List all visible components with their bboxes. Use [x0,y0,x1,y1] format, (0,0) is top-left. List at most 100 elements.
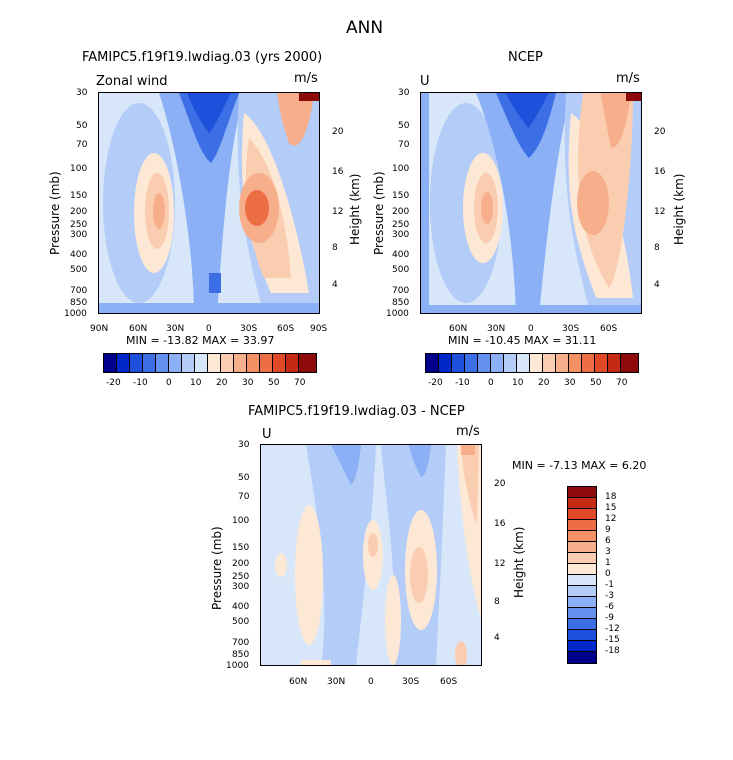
cb-top-cell [607,353,621,373]
p1-ptick: 30 [76,88,88,98]
cb3-label: -15 [605,635,620,645]
cb-top-cell [477,353,491,373]
panel-obs-stats: MIN = -10.45 MAX = 31.11 [448,334,597,347]
panel-model-stats: MIN = -13.82 MAX = 33.97 [126,334,275,347]
panel-obs-contours [421,93,641,313]
cb3-label: 18 [605,492,617,502]
p3-ptick: 50 [238,473,250,483]
cb1-label: 70 [294,378,306,388]
p1-ptick: 850 [70,298,88,308]
cb-top-cell [298,353,317,373]
p2-ptick: 250 [392,220,410,230]
p3-htick: 16 [494,519,506,529]
panel-diff-var-label: U [262,427,272,442]
p2-lattick: 30N [487,324,506,334]
cb-top-cell [155,353,169,373]
panel-model-title: FAMIPC5.f19f19.lwdiag.03 (yrs 2000) [82,50,323,65]
p2-htick: 16 [654,167,666,177]
p2-lattick: 0 [528,324,534,334]
cb2-label: 0 [488,378,494,388]
panel-model-contours [99,93,319,313]
p1-ptick: 700 [70,286,88,296]
p2-ptick: 150 [392,191,410,201]
p3-ptick: 30 [238,440,250,450]
cb-top-cell [555,353,569,373]
cb-top-cell [129,353,143,373]
p1-lattick: 90S [310,324,328,334]
p3-lattick: 30S [402,677,420,687]
cb3-label: 6 [605,536,611,546]
cb2-label: -10 [455,378,470,388]
panel-diff-stats: MIN = -7.13 MAX = 6.20 [512,459,647,472]
cb-top-cell [259,353,273,373]
cb-top-cell [207,353,221,373]
cb1-label: 20 [216,378,228,388]
panel-diff-title: FAMIPC5.f19f19.lwdiag.03 - NCEP [248,404,465,419]
p3-lattick: 0 [368,677,374,687]
p1-ptick: 1000 [64,309,87,319]
panel-model-units: m/s [294,71,318,86]
p2-ptick: 400 [392,250,410,260]
panel-obs-ylabel: Pressure (mb) [372,171,386,255]
cb-top-cell [142,353,156,373]
cb-top-cell [594,353,608,373]
p3-ptick: 400 [232,602,250,612]
cb2-label: 70 [616,378,628,388]
p1-lattick: 90N [90,324,109,334]
cb3-label: 0 [605,569,611,579]
cb3-label: 1 [605,558,611,568]
panel-obs-units: m/s [616,71,640,86]
cb3-label: -9 [605,613,614,623]
cb3-label: 9 [605,525,611,535]
cb-top-cell [542,353,556,373]
p2-htick: 20 [654,127,666,137]
p1-ptick: 70 [76,140,88,150]
p1-lattick: 30S [240,324,258,334]
p2-ptick: 100 [392,164,410,174]
cb-top-cell [194,353,208,373]
cb3-label: -1 [605,580,614,590]
cb3-label: 15 [605,503,617,513]
cb3-label: -12 [605,624,620,634]
cb-top-cell [581,353,595,373]
cb-top-cell [529,353,543,373]
cb-top-cell [181,353,195,373]
p1-htick: 8 [332,243,338,253]
main-title: ANN [346,18,384,38]
cb-top-cell [168,353,182,373]
p1-ptick: 400 [70,250,88,260]
p1-htick: 16 [332,167,344,177]
panel-obs-colorbar [425,353,639,373]
p1-htick: 20 [332,127,344,137]
p2-ptick: 700 [392,286,410,296]
p3-htick: 8 [494,597,500,607]
cb1-label: 10 [190,378,202,388]
panel-diff-colorbar [567,486,597,664]
cb-top-cell [246,353,260,373]
cb-top-cell [116,353,130,373]
p2-htick: 4 [654,280,660,290]
p2-htick: 8 [654,243,660,253]
cb3-label: 12 [605,514,617,524]
panel-model-colorbar [103,353,317,373]
cb1-label: 30 [242,378,254,388]
p1-ptick: 300 [70,230,88,240]
panel-obs-plot [420,92,642,314]
cb-top-cell [503,353,517,373]
p3-ptick: 300 [232,582,250,592]
p2-htick: 12 [654,207,666,217]
p2-lattick: 60N [449,324,468,334]
p1-ptick: 50 [76,121,88,131]
p1-ptick: 250 [70,220,88,230]
panel-diff-y2label: Height (km) [512,526,526,598]
cb3-label: -18 [605,646,620,656]
cb-top-cell [285,353,299,373]
p1-lattick: 60N [129,324,148,334]
p2-ptick: 200 [392,207,410,217]
p2-ptick: 70 [398,140,410,150]
cb1-label: -20 [106,378,121,388]
p3-ptick: 100 [232,516,250,526]
panel-obs-y2label: Height (km) [672,173,686,245]
p3-htick: 4 [494,633,500,643]
cb2-label: 20 [538,378,550,388]
